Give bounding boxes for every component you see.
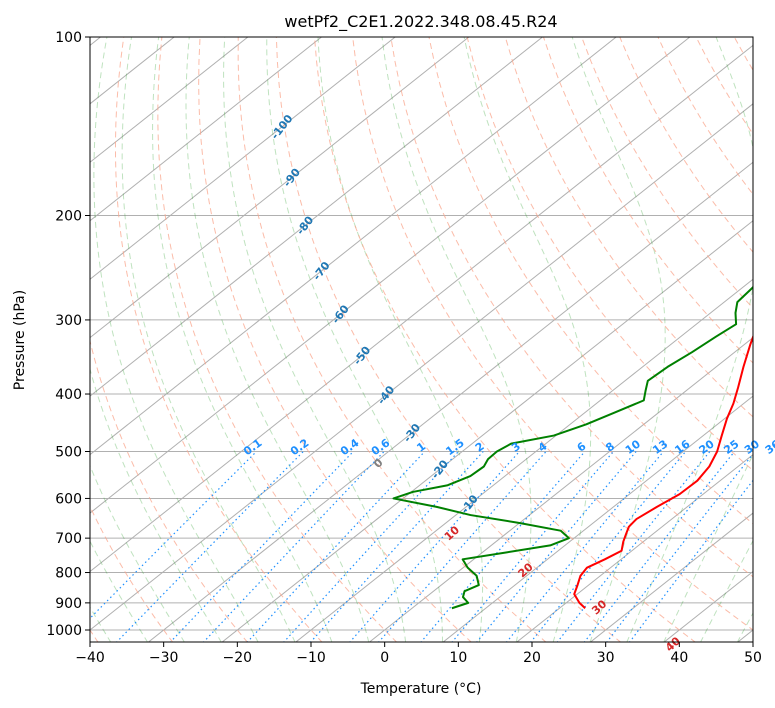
x-tick-label: 50: [744, 650, 762, 666]
dry-adiabat-line: [90, 505, 174, 642]
isotherm-line: [221, 220, 753, 642]
isotherm-line: [147, 161, 753, 642]
dry-adiabat-line: [466, 37, 753, 472]
mixing-ratio-line: [115, 451, 304, 642]
sounding-profiles: [392, 285, 753, 610]
moist-adiabat-line: [266, 37, 443, 642]
mixing-ratio-line: [556, 451, 711, 642]
moist-adiabat-line: [185, 37, 370, 642]
isotherm-line: [516, 453, 753, 642]
isobar-grid: [90, 37, 753, 631]
mixing-ratio-line: [349, 451, 520, 642]
y-tick-label: 1000: [46, 623, 82, 639]
mixing-ratio-line: [309, 451, 484, 642]
isotherm-grid: [90, 37, 753, 642]
x-tick-label: −20: [223, 650, 253, 666]
mixing-ratio-lines: [90, 451, 753, 642]
isotherm-line: [368, 337, 753, 642]
y-tick-label: 800: [55, 566, 82, 582]
dry-adiabat-line: [504, 37, 753, 418]
axis-ticks: −40 −30 −20 −10 0 10 20 30 40 50 100 200 300 400 500 60…: [46, 30, 762, 666]
dry-adiabat-line: [90, 338, 248, 642]
mixing-ratio-line: [420, 451, 586, 642]
y-tick-label: 700: [55, 531, 82, 547]
y-tick-label: 400: [55, 387, 82, 403]
dry-adiabat-line: [157, 37, 398, 642]
y-tick-label: 900: [55, 596, 82, 612]
y-tick-label: 200: [55, 209, 82, 225]
isotherm-line: [90, 37, 396, 280]
dry-adiabat-line: [237, 37, 547, 642]
isotherm-line: [295, 278, 753, 642]
dry-adiabat-line: [314, 37, 696, 642]
moist-adiabats: [90, 37, 753, 642]
mixing-ratio-line: [90, 451, 257, 620]
dry-adiabat-line: [542, 37, 753, 364]
mixing-ratio-line: [246, 451, 426, 642]
dry-adiabat-line: [581, 37, 753, 309]
y-tick-label: 600: [55, 491, 82, 507]
isotherm-line: [90, 37, 470, 339]
moist-adiabat-line: [663, 453, 753, 642]
x-tick-label: 30: [597, 650, 615, 666]
mixing-ratio-line: [202, 451, 385, 642]
isotherm-line: [90, 37, 249, 163]
dry-adiabat-line: [352, 37, 753, 631]
mixing-ratio-line: [378, 451, 547, 642]
dry-adiabat-line: [198, 37, 472, 642]
moist-adiabat-line: [571, 37, 666, 642]
dry-adiabat-line: [390, 37, 753, 578]
moist-adiabat-line: [152, 37, 333, 642]
moist-adiabat-line: [317, 37, 484, 642]
mixing-ratio-line: [169, 451, 354, 642]
dry-adiabat-line: [114, 37, 323, 642]
y-tick-label: 100: [55, 30, 82, 46]
x-tick-label: 0: [380, 650, 389, 666]
x-tick-label: −40: [75, 650, 105, 666]
x-tick-label: 20: [523, 650, 541, 666]
x-tick-label: 40: [670, 650, 688, 666]
dewpoint-profile-line: [392, 285, 753, 610]
isotherm-line: [90, 37, 322, 222]
moist-adiabat-line: [626, 37, 753, 642]
mixing-ratio-line: [628, 479, 753, 642]
x-tick-label: −10: [296, 650, 326, 666]
moist-adiabat-line: [463, 37, 592, 642]
moist-adiabat-line: [223, 37, 407, 642]
x-tick-label: 10: [449, 650, 467, 666]
isotherm-line: [442, 395, 753, 642]
chart-title: wetPf2_C2E1.2022.348.08.45.R24: [284, 12, 557, 32]
x-tick-label: −30: [149, 650, 179, 666]
y-tick-label: 300: [55, 313, 82, 329]
y-axis-title: Pressure (hPa): [12, 290, 28, 390]
isotherm-line: [90, 37, 617, 456]
moist-adiabat-line: [381, 37, 532, 642]
x-axis-title: Temperature (°C): [360, 681, 482, 697]
dry-adiabat-line: [428, 37, 753, 525]
dry-adiabats: [90, 37, 753, 642]
mixing-ratio-line: [283, 451, 459, 642]
plot-frame: [89, 36, 754, 643]
dry-adiabat-line: [275, 37, 622, 642]
temperature-profile-line: [573, 334, 753, 609]
isotherm-line: [90, 37, 691, 514]
y-tick-label: 500: [55, 444, 82, 460]
isotherm-line: [90, 44, 753, 573]
isotherm-line: [90, 37, 543, 397]
isotherm-line: [589, 512, 753, 642]
isotherm-line: [90, 103, 753, 631]
